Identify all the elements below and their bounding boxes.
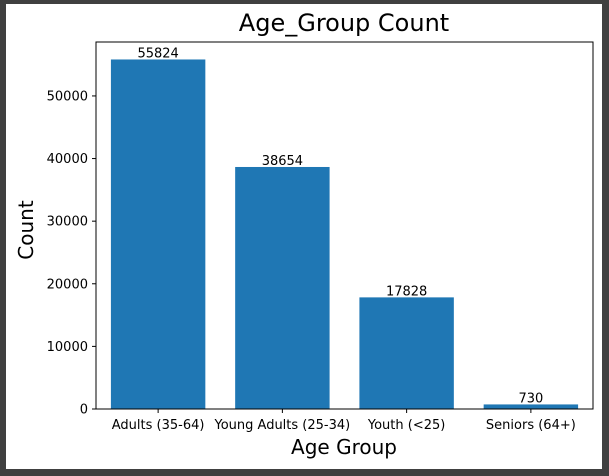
figure: Age_Group Count 55824 38654 17828 730 Adult… <box>6 4 602 469</box>
y-tick-label-0: 0 <box>80 403 88 418</box>
x-axis-ticks: Adults (35-64) Young Adults (25-34) Youth … <box>112 409 576 433</box>
bar-1 <box>235 166 330 409</box>
bars-group <box>110 59 579 409</box>
x-axis-label: Age Group <box>291 435 397 459</box>
chart-title: Age_Group Count <box>239 9 449 37</box>
data-label-2: 17828 <box>386 284 427 299</box>
bar-0 <box>110 59 206 409</box>
x-tick-label-3: Seniors (64+) <box>486 418 576 433</box>
y-tick-label-3: 30000 <box>47 215 88 230</box>
bar-chart: Age_Group Count 55824 38654 17828 730 Adult… <box>14 9 594 459</box>
data-label-1: 38654 <box>262 154 303 169</box>
data-labels-group: 55824 38654 17828 730 <box>137 46 543 406</box>
y-axis-label: Count <box>14 200 38 260</box>
y-tick-label-5: 50000 <box>47 89 88 104</box>
x-tick-label-1: Young Adults (25-34) <box>214 418 351 433</box>
y-axis-ticks: 0 10000 20000 30000 40000 50000 <box>47 89 96 418</box>
bar-3 <box>483 404 579 409</box>
y-tick-label-1: 10000 <box>47 340 88 355</box>
data-label-0: 55824 <box>137 46 178 61</box>
y-tick-label-2: 20000 <box>47 277 88 292</box>
y-tick-label-4: 40000 <box>47 152 88 167</box>
bar-2 <box>359 297 454 409</box>
x-tick-label-2: Youth (<25) <box>367 418 445 433</box>
axes-frame <box>95 41 594 410</box>
x-tick-label-0: Adults (35-64) <box>112 418 205 433</box>
data-label-3: 730 <box>518 391 543 406</box>
